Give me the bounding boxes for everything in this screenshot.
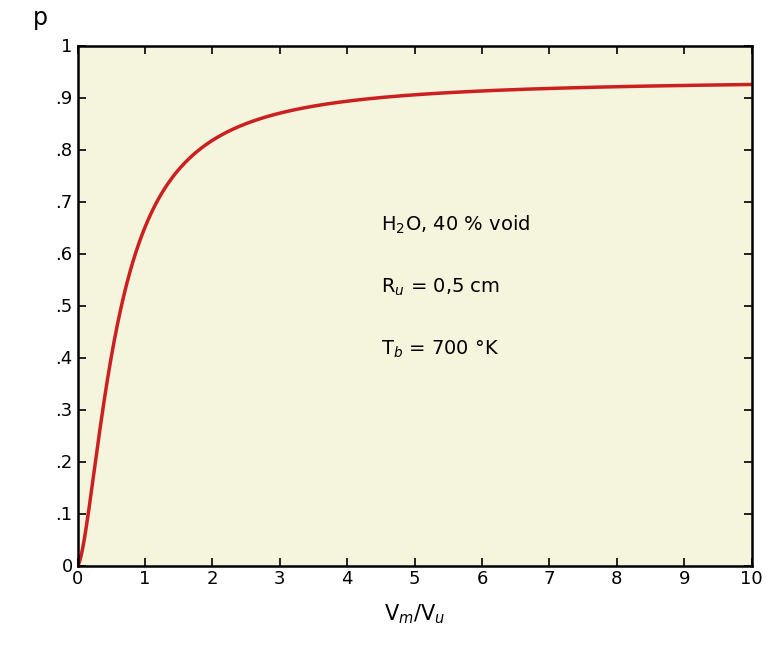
X-axis label: V$_m$/V$_u$: V$_m$/V$_u$ <box>384 603 446 626</box>
Y-axis label: p: p <box>33 6 48 30</box>
Text: R$_u$ = 0,5 cm: R$_u$ = 0,5 cm <box>381 277 500 298</box>
Text: T$_b$ = 700 °K: T$_b$ = 700 °K <box>381 339 499 360</box>
Text: H$_2$O, 40 % void: H$_2$O, 40 % void <box>381 214 530 236</box>
